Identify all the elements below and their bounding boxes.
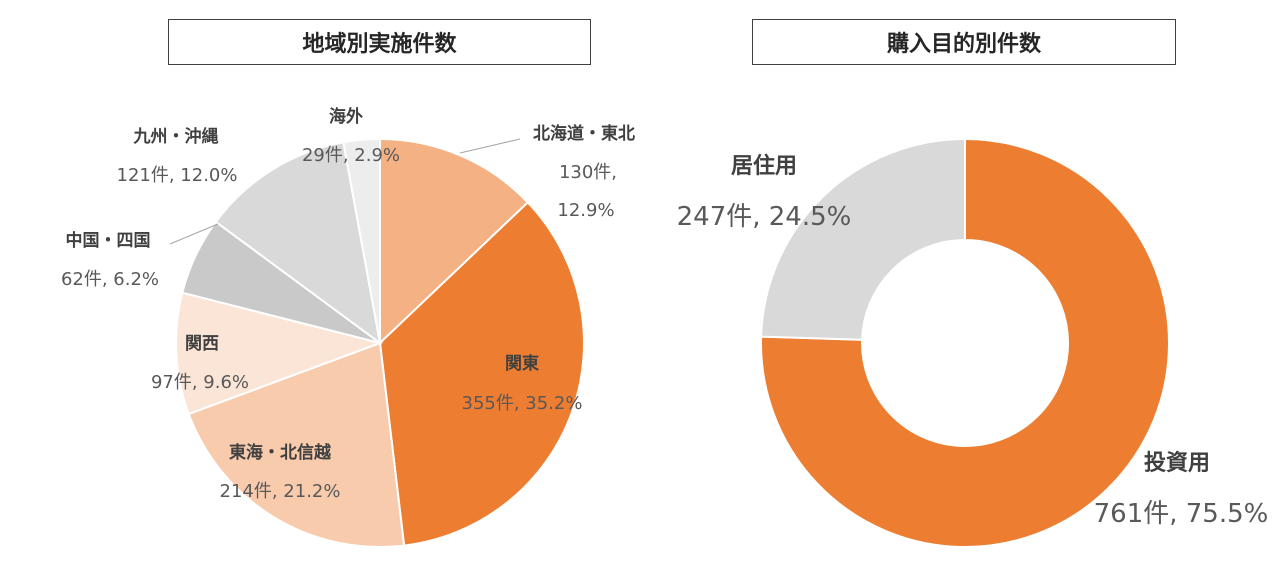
- slice-value-investment: 761件, 75.5%: [1094, 499, 1269, 529]
- region-pie: [175, 137, 585, 548]
- purpose-donut-slice-0: [760, 137, 1170, 548]
- slice-value-chugoku-shikoku: 62件, 6.2%: [61, 269, 159, 290]
- slice-value-overseas: 29件, 2.9%: [302, 145, 400, 166]
- slice-value-kanto: 355件, 35.2%: [462, 393, 583, 414]
- slice-value-hokkaido-tohoku: 130件,: [559, 162, 617, 183]
- slice-value-kansai: 97件, 9.6%: [151, 372, 249, 393]
- region-chart-title: 地域別実施件数: [168, 19, 591, 65]
- slice-label-kansai: 関西: [185, 334, 219, 354]
- region-pie-slice-1: [378, 200, 585, 547]
- slice-percent-hokkaido-tohoku: 12.9%: [557, 200, 614, 221]
- leader-line-1: [169, 223, 219, 245]
- region-pie-slice-3: [175, 291, 384, 416]
- purpose-donut: [760, 137, 1170, 548]
- region-pie-slice-5: [214, 141, 382, 346]
- slice-label-overseas: 海外: [329, 106, 363, 127]
- slice-label-tokai-hokushinetsu: 東海・北信越: [229, 442, 332, 463]
- slice-label-hokkaido-tohoku: 北海道・東北: [533, 123, 635, 144]
- purpose-chart-title: 購入目的別件数: [752, 19, 1176, 65]
- slice-label-chugoku-shikoku: 中国・四国: [66, 230, 151, 251]
- slice-label-kyushu-okinawa: 九州・沖縄: [133, 126, 219, 147]
- leader-line-0: [459, 138, 521, 154]
- leader-lines: [169, 138, 521, 245]
- slice-label-investment: 投資用: [1144, 450, 1210, 476]
- slice-value-residential: 247件, 24.5%: [677, 202, 852, 232]
- region-pie-slice-0: [379, 137, 530, 346]
- slice-value-tokai-hokushinetsu: 214件, 21.2%: [220, 481, 341, 502]
- slice-label-kanto: 関東: [505, 353, 539, 374]
- purpose-donut-slice-1: [760, 137, 966, 341]
- slice-value-kyushu-okinawa: 121件, 12.0%: [117, 165, 238, 186]
- region-pie-slice-6: [342, 137, 381, 344]
- slice-label-residential: 居住用: [731, 153, 797, 179]
